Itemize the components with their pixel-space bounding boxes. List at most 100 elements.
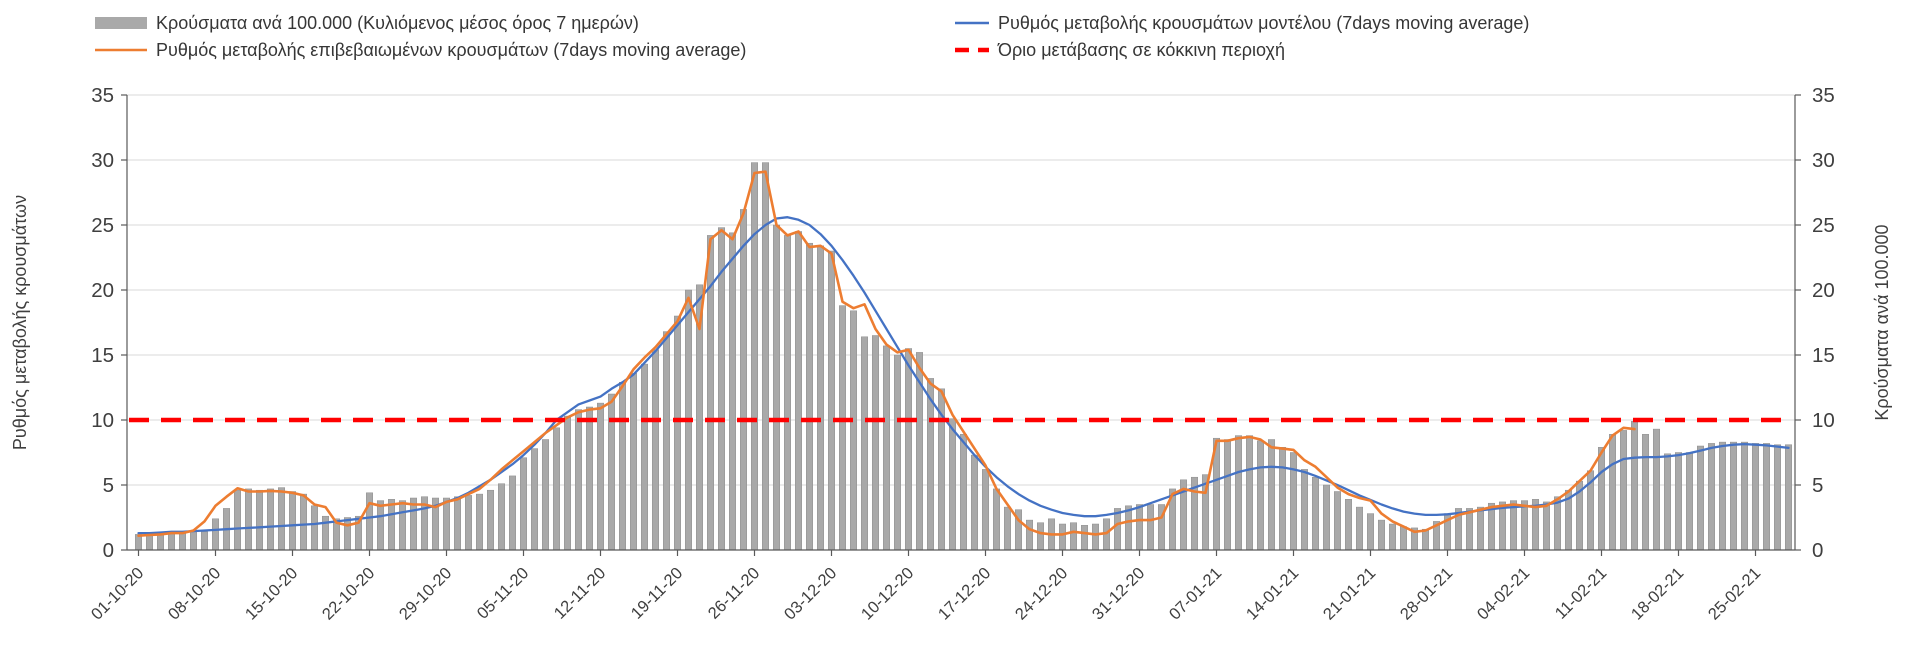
bar bbox=[828, 250, 835, 551]
bar bbox=[1664, 453, 1671, 551]
bar bbox=[542, 439, 549, 551]
bar bbox=[1422, 528, 1429, 551]
bar bbox=[1290, 452, 1297, 551]
y-axis-label-left: 30 bbox=[91, 149, 114, 172]
bar bbox=[1477, 506, 1484, 551]
bar bbox=[553, 427, 560, 551]
x-tick-label: 28-01-21 bbox=[1397, 564, 1456, 623]
bar bbox=[443, 497, 450, 551]
bar bbox=[960, 434, 967, 551]
bar bbox=[1301, 469, 1308, 551]
legend-item-red-threshold: Όριο μετάβασης σε κόκκινη περιοχή bbox=[955, 39, 1285, 61]
bar bbox=[630, 372, 637, 551]
bar bbox=[1279, 447, 1286, 551]
bar bbox=[971, 454, 978, 551]
bar bbox=[1620, 430, 1627, 551]
bar bbox=[344, 517, 351, 551]
bar bbox=[652, 349, 659, 551]
x-tick-label: 22-10-20 bbox=[319, 564, 378, 623]
bar bbox=[949, 418, 956, 551]
bar bbox=[1609, 434, 1616, 551]
bar bbox=[1235, 435, 1242, 551]
bar bbox=[575, 409, 582, 551]
bar bbox=[641, 363, 648, 551]
confirmed-line-swatch-icon bbox=[95, 48, 147, 52]
bar bbox=[1543, 501, 1550, 551]
y-axis-label-left: 25 bbox=[91, 214, 114, 237]
legend-item-model-rate: Ρυθμός μεταβολής κρουσμάτων μοντέλου (7d… bbox=[955, 12, 1529, 34]
x-tick-label: 17-12-20 bbox=[935, 564, 994, 623]
bar bbox=[1070, 522, 1077, 551]
bar bbox=[498, 483, 505, 551]
bar bbox=[1356, 506, 1363, 551]
bar bbox=[1763, 443, 1770, 551]
bar bbox=[1785, 444, 1792, 551]
model-line-swatch-icon bbox=[955, 21, 989, 25]
bar bbox=[1334, 491, 1341, 551]
right-axis-title: Κρούσματα ανά 100.000 bbox=[1872, 224, 1892, 420]
bar bbox=[608, 393, 615, 551]
x-tick-label: 04-02-21 bbox=[1474, 564, 1533, 623]
y-axis-label-right: 25 bbox=[1812, 214, 1835, 237]
bar bbox=[872, 335, 879, 551]
x-tick-label: 07-01-21 bbox=[1166, 564, 1225, 623]
bar bbox=[817, 245, 824, 551]
x-tick-label: 01-10-20 bbox=[88, 564, 147, 623]
y-axis-label-right: 35 bbox=[1812, 84, 1835, 107]
bar bbox=[454, 496, 461, 551]
bar bbox=[377, 500, 384, 551]
y-axis-label-left: 0 bbox=[103, 539, 114, 562]
y-axis-label-left: 15 bbox=[91, 344, 114, 367]
legend-item-confirmed-rate: Ρυθμός μεταβολής επιβεβαιωμένων κρουσμάτ… bbox=[95, 39, 746, 61]
bar bbox=[1730, 441, 1737, 551]
y-axis-label-right: 10 bbox=[1812, 409, 1835, 432]
y-axis-label-left: 5 bbox=[103, 474, 114, 497]
bar bbox=[1114, 508, 1121, 551]
bar bbox=[1125, 505, 1132, 551]
bar bbox=[795, 231, 802, 551]
bar bbox=[751, 162, 758, 551]
bar bbox=[597, 402, 604, 551]
bar bbox=[256, 489, 263, 551]
bar bbox=[311, 505, 318, 551]
bar bbox=[1554, 496, 1561, 551]
bar bbox=[784, 235, 791, 551]
left-axis-title: Ρυθμός μεταβολής κρουσμάτων bbox=[10, 195, 30, 450]
bar bbox=[1037, 522, 1044, 551]
bar bbox=[993, 488, 1000, 551]
bar bbox=[366, 492, 373, 551]
bar bbox=[564, 415, 571, 551]
line-series bbox=[129, 170, 1793, 538]
bar bbox=[674, 315, 681, 551]
bar bbox=[1224, 439, 1231, 551]
bar bbox=[179, 531, 186, 551]
bar bbox=[1059, 523, 1066, 551]
bar bbox=[1081, 525, 1088, 551]
bar bbox=[1323, 484, 1330, 551]
bar-series-swatch-icon bbox=[95, 17, 147, 29]
bar bbox=[1092, 523, 1099, 551]
bar bbox=[388, 499, 395, 551]
bar bbox=[531, 448, 538, 551]
bar bbox=[861, 336, 868, 551]
x-tick-label: 03-12-20 bbox=[781, 564, 840, 623]
bar bbox=[190, 530, 197, 551]
y-axis-label-right: 20 bbox=[1812, 279, 1835, 302]
bar bbox=[1642, 434, 1649, 551]
bar bbox=[520, 457, 527, 551]
chart-legend: Κρούσματα ανά 100.000 (Κυλιόμενος μέσος … bbox=[0, 0, 1920, 66]
x-tick-label: 14-01-21 bbox=[1243, 564, 1302, 623]
bar bbox=[1466, 508, 1473, 551]
model-rate-line bbox=[137, 216, 1790, 535]
bar bbox=[1136, 504, 1143, 551]
bar bbox=[509, 475, 516, 551]
bar bbox=[399, 500, 406, 551]
bar bbox=[806, 242, 813, 551]
bar bbox=[1653, 428, 1660, 551]
bar bbox=[1026, 519, 1033, 551]
bars-series bbox=[135, 162, 1792, 551]
bar bbox=[322, 515, 329, 551]
bar bbox=[1675, 452, 1682, 551]
y-axis-label-right: 5 bbox=[1812, 474, 1823, 497]
